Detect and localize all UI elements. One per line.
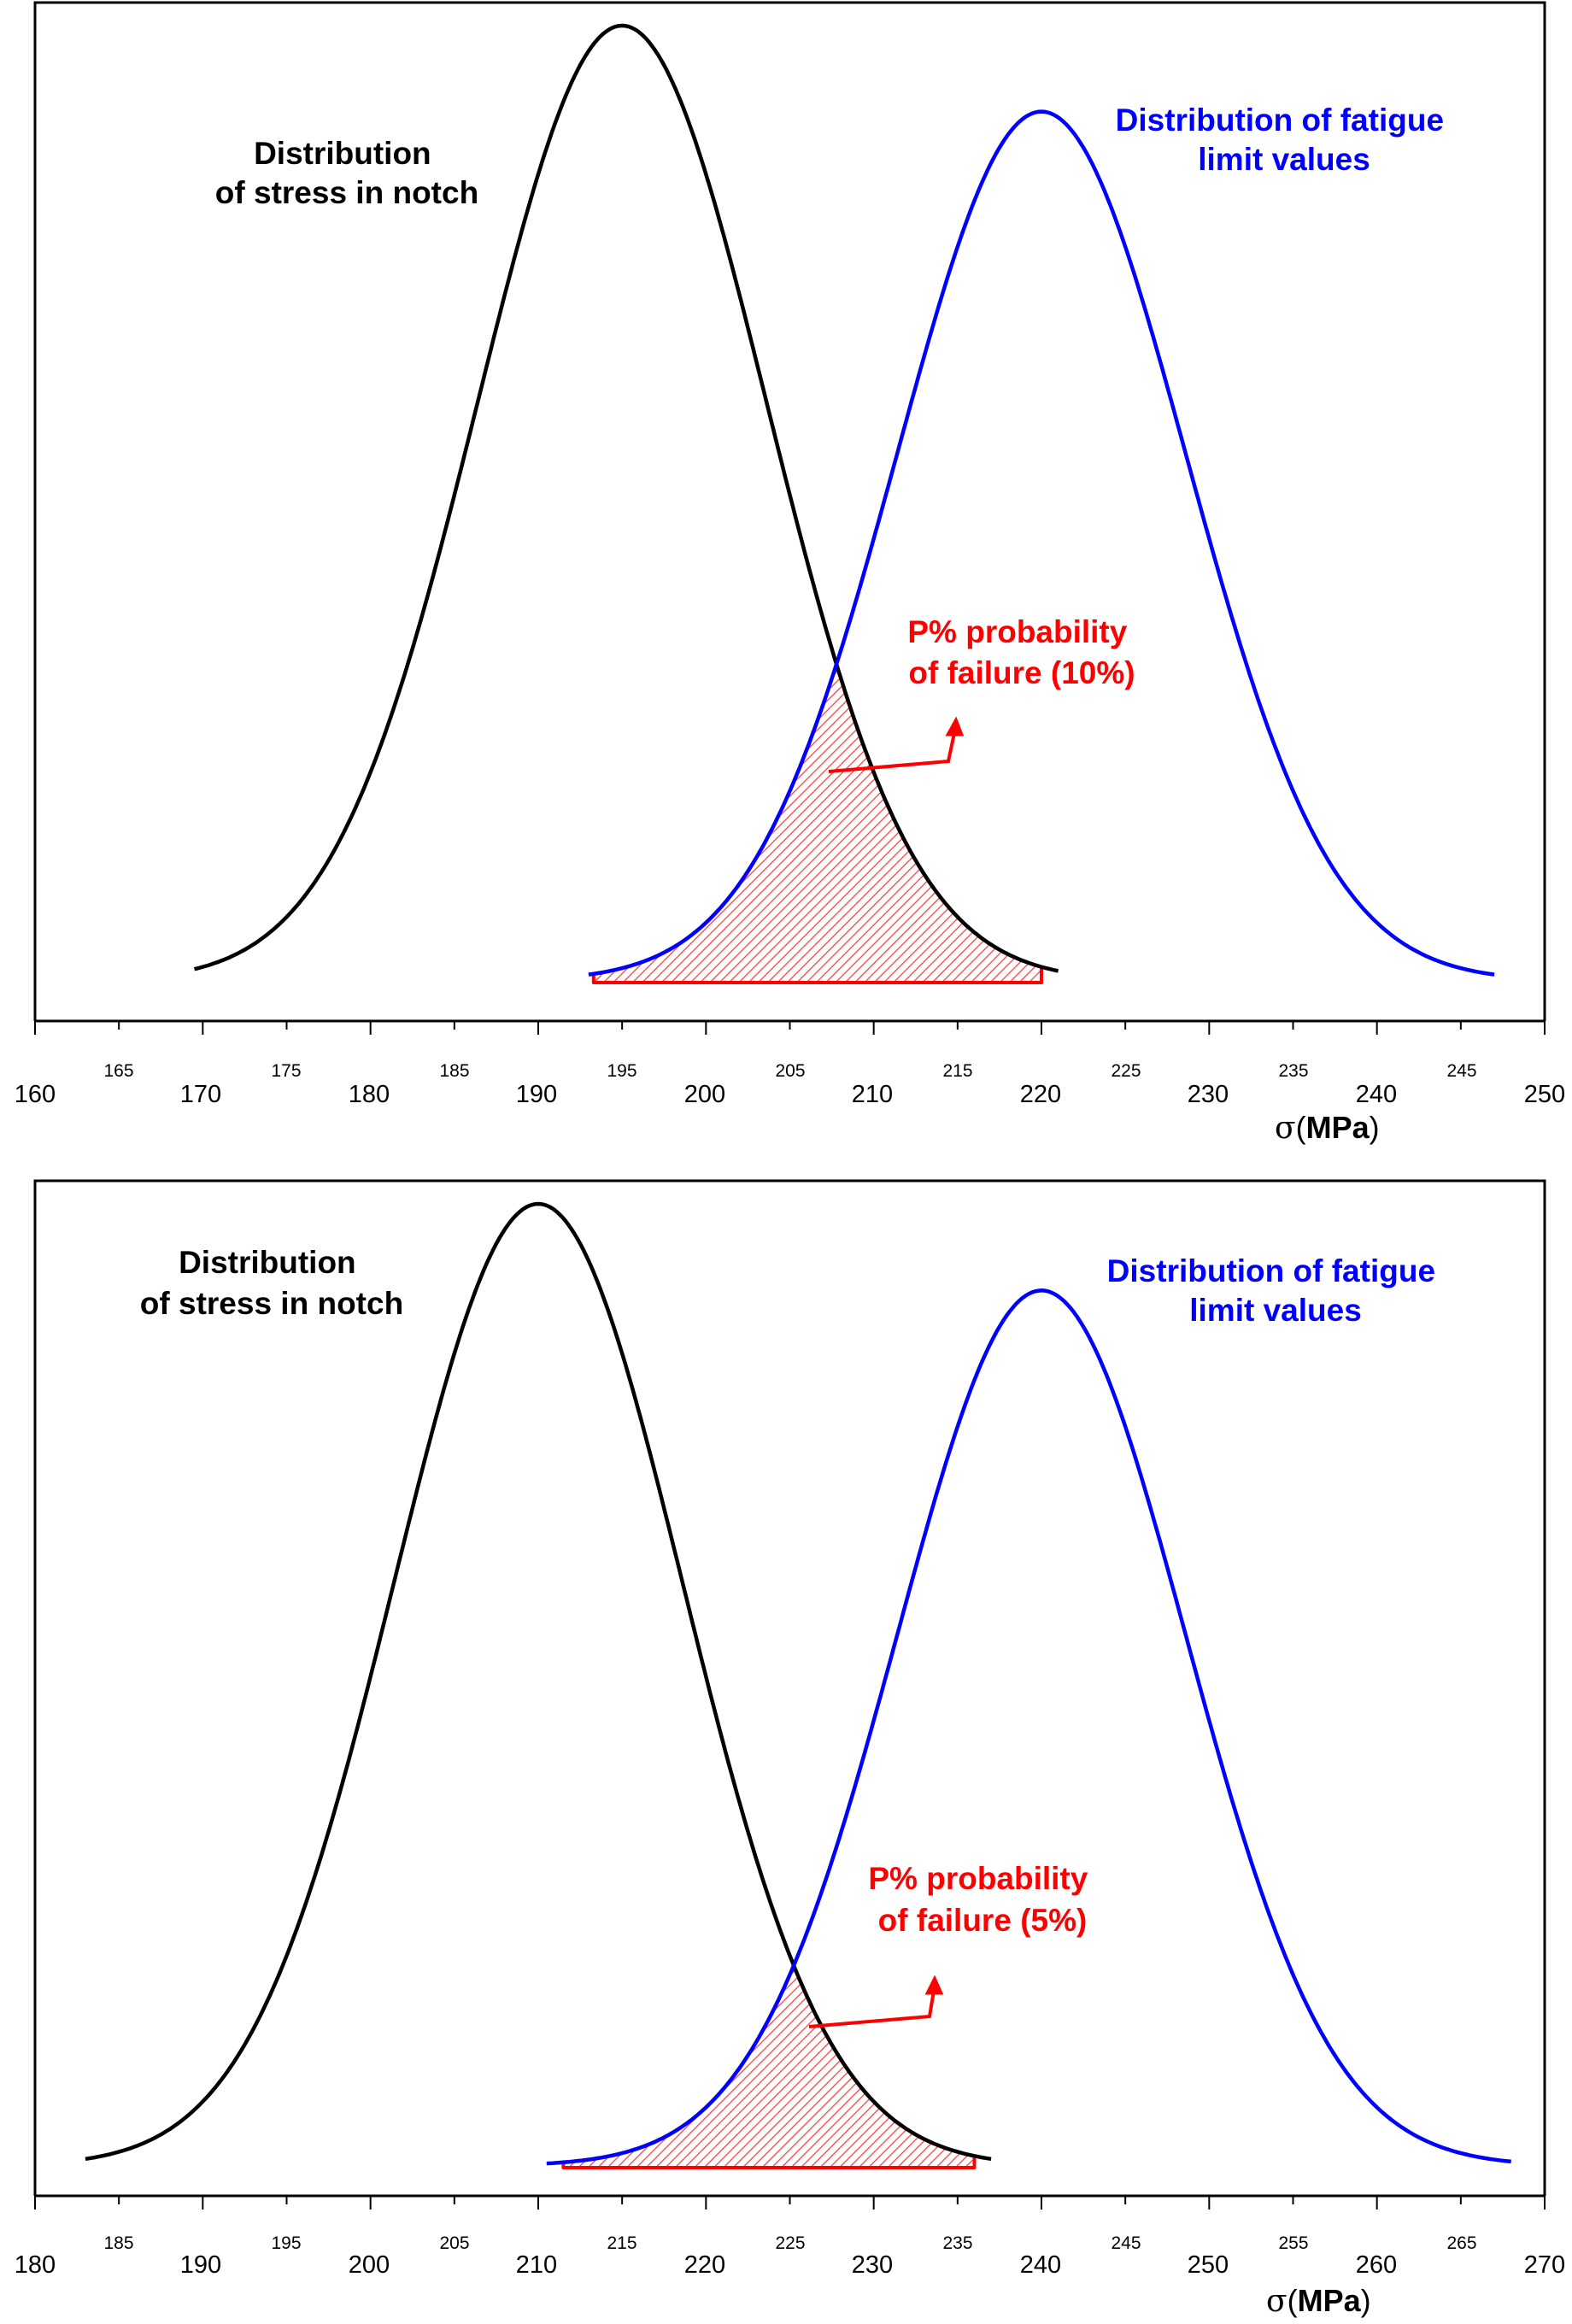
chart1-failure-region xyxy=(591,663,1043,984)
chart1-tick-label: 170 xyxy=(180,1081,221,1108)
chart1-minor-tick-label: 205 xyxy=(775,1061,805,1081)
chart1-tick-label: 190 xyxy=(516,1081,557,1108)
chart1-tick-label: 240 xyxy=(1356,1081,1397,1108)
chart2-x-axis-unit-close: ) xyxy=(1361,2283,1371,2318)
chart2-failure-label: P% probability of failure (5%) xyxy=(868,1861,1096,1938)
chart2-tick-label: 250 xyxy=(1188,2251,1229,2279)
chart2-failure-region xyxy=(561,1965,977,2169)
chart1-tick-label: 200 xyxy=(684,1081,725,1108)
chart1-minor-tick-label: 225 xyxy=(1111,1061,1141,1081)
chart2-tick-label: 180 xyxy=(15,2251,56,2279)
chart1-tick-label: 250 xyxy=(1524,1081,1565,1108)
chart2-minor-tick-label: 265 xyxy=(1446,2233,1476,2253)
chart2-minor-tick-label: 215 xyxy=(607,2233,636,2253)
chart1-minor-tick-label: 235 xyxy=(1278,1061,1308,1081)
chart2-tick-label: 210 xyxy=(516,2251,557,2279)
chart2-minor-tick-label: 205 xyxy=(439,2233,469,2253)
chart2-tick-label: 200 xyxy=(349,2251,390,2279)
chart2-x-axis-label: σ(MPa) xyxy=(1266,2283,1371,2319)
chart1-minor-tick-label: 195 xyxy=(607,1061,636,1081)
chart1-tick-label: 160 xyxy=(15,1081,56,1108)
chart1-minor-tick-label: 185 xyxy=(439,1061,469,1081)
chart2-frame xyxy=(33,1179,1546,2196)
chart1-pointer-arrow xyxy=(828,716,965,773)
chart2-tick-label: 240 xyxy=(1020,2251,1061,2279)
chart1-fatigue-label: Distribution of fatigue limit values xyxy=(1116,103,1453,177)
chart2-minor-tick-label: 185 xyxy=(103,2233,133,2253)
chart1-frame xyxy=(33,1,1546,1021)
chart-1: 160 170 180 190 200 210 220 230 240 250 … xyxy=(15,1,1565,1146)
chart1-minor-tick-label: 215 xyxy=(942,1061,972,1081)
chart1-tick-label: 220 xyxy=(1020,1081,1061,1108)
chart1-minor-tick-label: 165 xyxy=(103,1061,133,1081)
chart1-x-axis-label: σ(MPa) xyxy=(1275,1110,1380,1146)
chart1-x-axis-symbol: σ xyxy=(1275,1111,1296,1146)
chart1-x-axis-unit-open: ( xyxy=(1296,1110,1306,1145)
chart2-tick-label: 230 xyxy=(852,2251,893,2279)
chart2-stress-curve xyxy=(85,1201,992,2162)
chart2-stress-label: Distribution of stress in notch xyxy=(140,1245,403,1321)
chart2-minor-tick-label: 235 xyxy=(942,2233,972,2253)
chart1-minor-tick-label: 175 xyxy=(271,1061,301,1081)
chart2-x-axis-symbol: σ xyxy=(1266,2284,1288,2319)
chart1-stress-curve xyxy=(193,23,1059,973)
chart2-tick-label: 270 xyxy=(1524,2251,1565,2279)
chart1-x-axis-unit: MPa xyxy=(1306,1110,1370,1145)
chart2-minor-tick-label: 195 xyxy=(271,2233,301,2253)
chart2-x-axis-unit: MPa xyxy=(1298,2283,1362,2318)
chart2-minor-tick-label: 255 xyxy=(1278,2233,1308,2253)
chart1-minor-tick-label: 245 xyxy=(1446,1061,1476,1081)
chart2-fatigue-curve xyxy=(546,1288,1511,2166)
chart1-x-axis-unit-close: ) xyxy=(1370,1110,1380,1145)
chart2-tick-label: 220 xyxy=(684,2251,725,2279)
chart2-tick-labels: 180 190 200 210 220 230 240 250 260 270 … xyxy=(15,2233,1565,2279)
chart1-tick-labels: 160 170 180 190 200 210 220 230 240 250 … xyxy=(15,1061,1565,1108)
chart2-minor-tick-label: 245 xyxy=(1111,2233,1141,2253)
chart2-x-axis-unit-open: ( xyxy=(1288,2283,1298,2318)
chart1-fatigue-curve xyxy=(588,109,1495,977)
chart2-tick-label: 190 xyxy=(180,2251,221,2279)
chart1-ticks xyxy=(34,1021,1546,1035)
chart1-stress-label: Distribution of stress in notch xyxy=(215,136,478,210)
chart2-tick-label: 260 xyxy=(1356,2251,1397,2279)
chart2-ticks xyxy=(34,2196,1546,2210)
chart2-pointer-arrow xyxy=(808,1975,944,2028)
chart2-minor-tick-label: 225 xyxy=(775,2233,805,2253)
chart1-tick-label: 210 xyxy=(852,1081,893,1108)
chart1-tick-label: 230 xyxy=(1188,1081,1229,1108)
chart2-fatigue-label: Distribution of fatigue limit values xyxy=(1107,1253,1445,1328)
chart1-failure-label: P% probability of failure (10%) xyxy=(907,614,1135,690)
chart1-tick-label: 180 xyxy=(349,1081,390,1108)
chart-2: 180 190 200 210 220 230 240 250 260 270 … xyxy=(15,1179,1565,2319)
